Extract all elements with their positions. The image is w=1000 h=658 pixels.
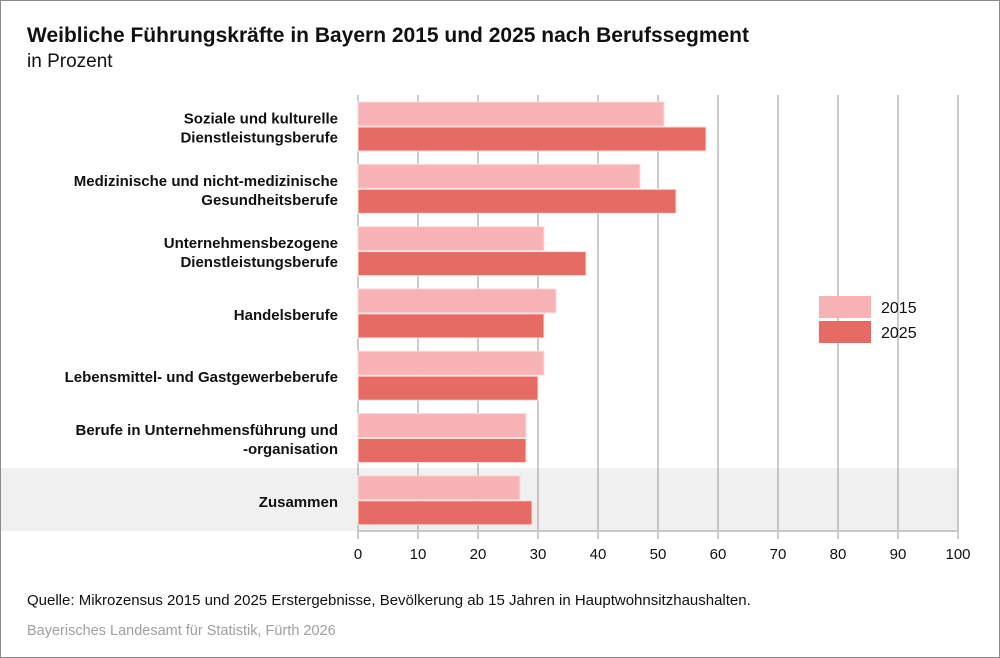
x-tick-label: 70 bbox=[770, 546, 787, 563]
bar-2015 bbox=[357, 475, 521, 501]
legend-swatch-2025 bbox=[819, 321, 871, 343]
legend-label: 2015 bbox=[881, 300, 917, 317]
x-tick-label: 40 bbox=[590, 546, 607, 563]
x-tick-label: 0 bbox=[354, 546, 362, 563]
bar-2015 bbox=[357, 350, 545, 376]
bar-2025 bbox=[357, 375, 539, 401]
bar-2025 bbox=[357, 188, 677, 214]
x-tick-label: 60 bbox=[710, 546, 727, 563]
x-tick-label: 50 bbox=[650, 546, 667, 563]
chart-subtitle: in Prozent bbox=[27, 51, 113, 72]
bar-2025 bbox=[357, 500, 533, 526]
credit-note: Bayerisches Landesamt für Statistik, Für… bbox=[27, 623, 336, 639]
category-label: Lebensmittel- und Gastgewerbeberufe bbox=[65, 369, 338, 386]
legend-swatch-2015 bbox=[819, 296, 871, 318]
x-tick-label: 90 bbox=[890, 546, 907, 563]
category-label: Zusammen bbox=[259, 494, 338, 511]
x-tick-label: 20 bbox=[470, 546, 487, 563]
source-note: Quelle: Mikrozensus 2015 und 2025 Erster… bbox=[27, 592, 751, 609]
x-tick-label: 80 bbox=[830, 546, 847, 563]
bar-2015 bbox=[357, 163, 641, 189]
category-label: Gesundheitsberufe bbox=[201, 192, 338, 209]
category-label: Dienstleistungsberufe bbox=[180, 254, 338, 271]
category-label: Berufe in Unternehmensführung und bbox=[76, 422, 339, 439]
category-label: Medizinische und nicht-medizinische bbox=[74, 173, 338, 190]
bar-2015 bbox=[357, 288, 557, 314]
x-tick-label: 10 bbox=[410, 546, 427, 563]
bar-2015 bbox=[357, 413, 527, 438]
category-label: -organisation bbox=[243, 441, 338, 458]
bar-2015 bbox=[357, 101, 665, 127]
chart-title: Weibliche Führungskräfte in Bayern 2015 … bbox=[27, 24, 749, 47]
legend-label: 2025 bbox=[881, 325, 917, 342]
category-label: Unternehmensbezogene bbox=[164, 235, 338, 252]
bar-2025 bbox=[357, 251, 587, 277]
category-label: Soziale und kulturelle bbox=[184, 111, 338, 128]
bar-2025 bbox=[357, 126, 707, 152]
category-label: Dienstleistungsberufe bbox=[180, 130, 338, 147]
bar-2015 bbox=[357, 226, 545, 252]
category-label: Handelsberufe bbox=[234, 307, 338, 324]
bar-2025 bbox=[357, 438, 527, 463]
x-tick-label: 30 bbox=[530, 546, 547, 563]
x-tick-label: 100 bbox=[945, 546, 970, 563]
bar-2025 bbox=[357, 313, 545, 339]
